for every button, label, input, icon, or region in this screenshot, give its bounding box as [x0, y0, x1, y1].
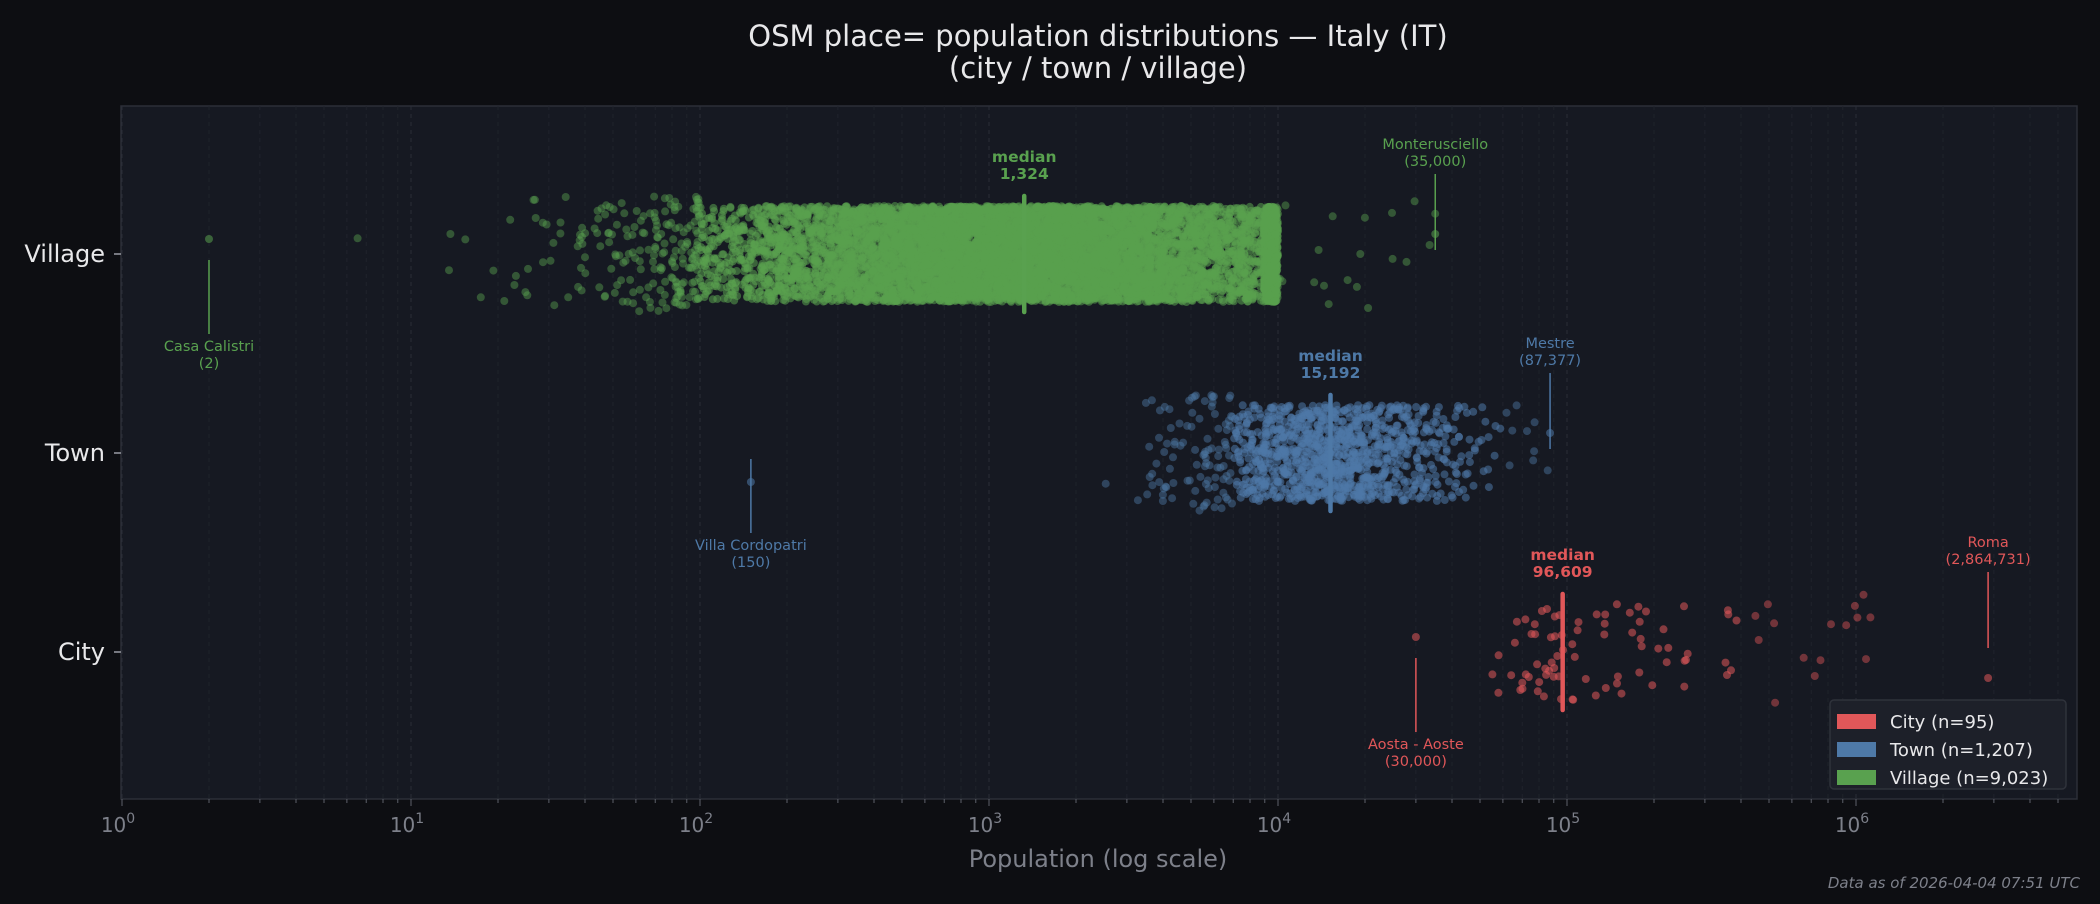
- data-point: [650, 193, 658, 201]
- data-point: [445, 266, 453, 274]
- data-point: [642, 293, 650, 301]
- data-point: [1282, 201, 1290, 209]
- data-point: [633, 207, 641, 215]
- data-point: [689, 287, 697, 295]
- data-point: [596, 242, 604, 250]
- data-point: [661, 240, 669, 248]
- data-point: [1353, 283, 1361, 291]
- chart-subtitle: (city / town / village): [949, 51, 1247, 85]
- data-point: [1364, 304, 1372, 312]
- data-point: [620, 209, 628, 217]
- data-point: [661, 207, 669, 215]
- data-point: [510, 281, 518, 289]
- data-point: [607, 265, 615, 273]
- data-point: [661, 194, 669, 202]
- data-point: [612, 252, 620, 260]
- data-point: [446, 230, 454, 238]
- data-point: [354, 234, 362, 242]
- data-point: [635, 307, 643, 315]
- data-point: [547, 257, 555, 265]
- data-point: [1426, 241, 1434, 249]
- data-point: [622, 226, 630, 234]
- data-point: [1361, 214, 1369, 222]
- data-point: [594, 207, 602, 215]
- data-point: [1388, 209, 1396, 217]
- data-point: [709, 204, 717, 212]
- data-point: [549, 239, 557, 247]
- data-point: [506, 216, 514, 224]
- data-point: [652, 217, 660, 225]
- data-point: [631, 223, 639, 231]
- data-point: [550, 301, 558, 309]
- data-point: [1356, 250, 1364, 258]
- data-point: [1389, 255, 1397, 263]
- data-point: [461, 235, 469, 243]
- chart-title: OSM place= population distributions — It…: [748, 19, 1447, 53]
- data-point: [477, 293, 485, 301]
- data-point: [489, 267, 497, 275]
- data-point: [543, 221, 551, 229]
- data-point: [1315, 246, 1323, 254]
- data-point: [1310, 278, 1318, 286]
- data-point: [672, 247, 680, 255]
- data-point: [654, 234, 662, 242]
- data-point: [1411, 197, 1419, 205]
- data-point: [581, 253, 589, 261]
- data-point: [578, 286, 586, 294]
- data-point: [595, 283, 603, 291]
- data-point: [1325, 300, 1333, 308]
- data-point: [556, 230, 564, 238]
- data-point: [636, 246, 644, 254]
